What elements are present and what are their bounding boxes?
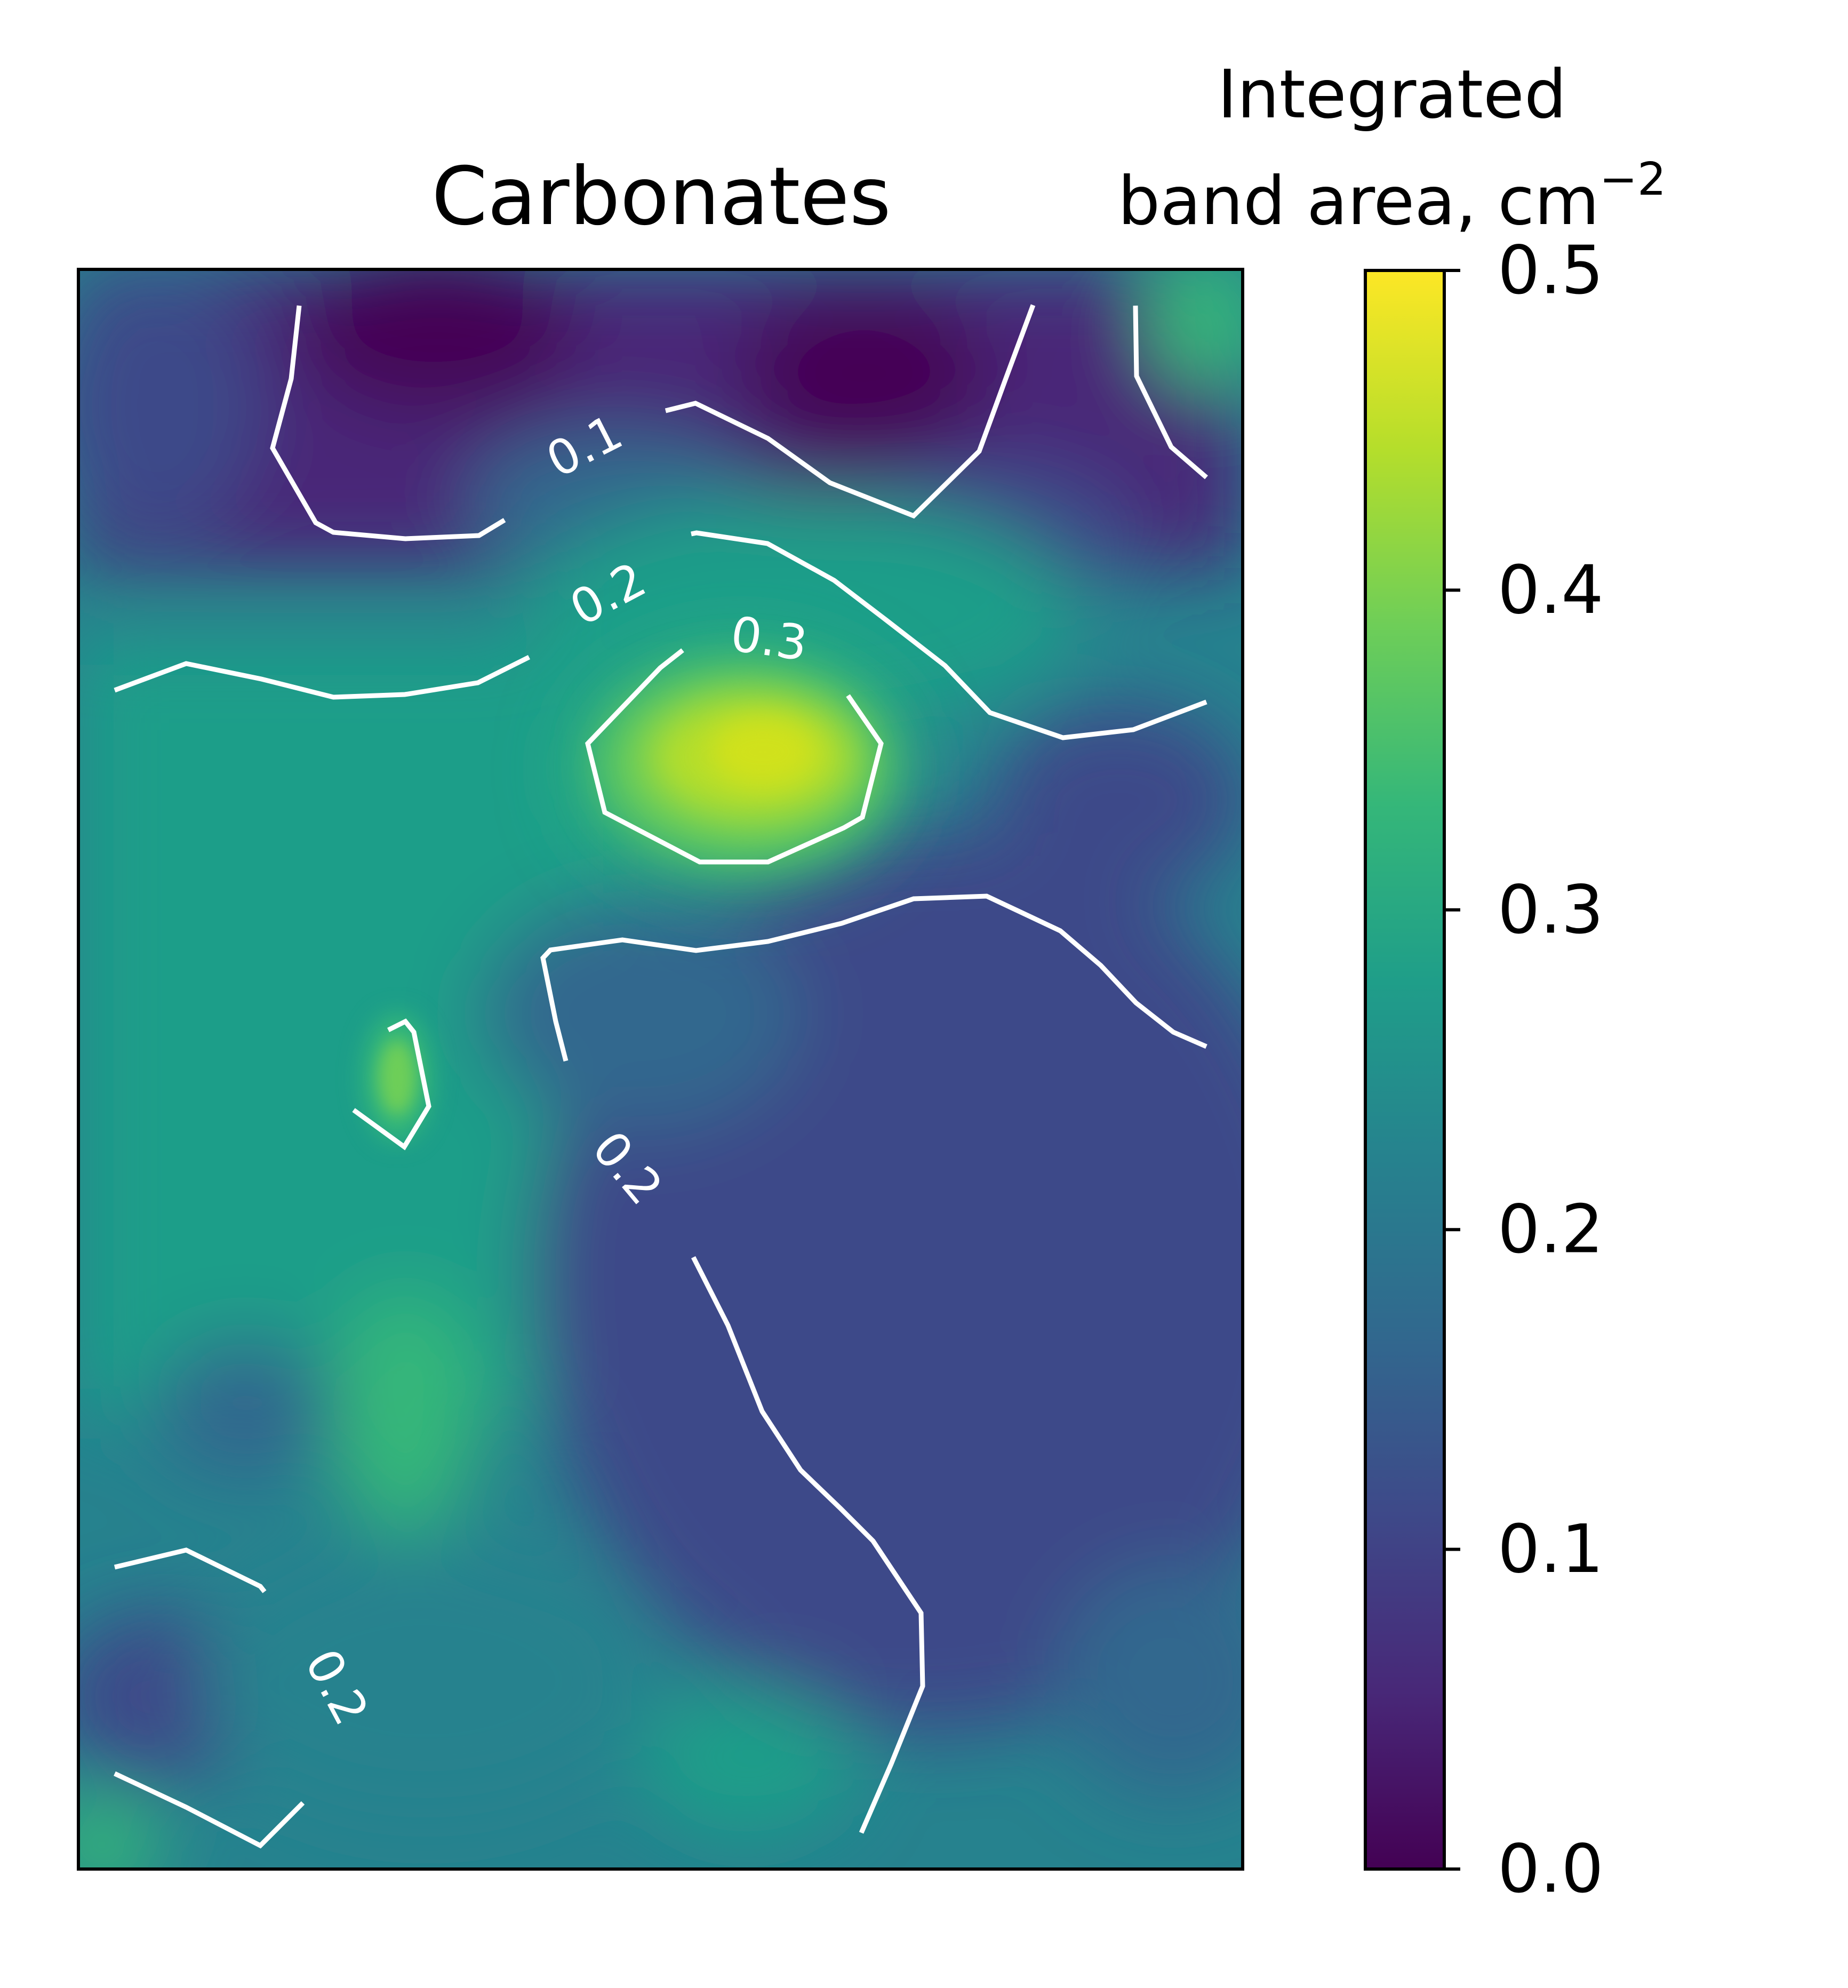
plot-frame xyxy=(77,268,1244,1871)
contour-line-0.2-bottom-left-lower xyxy=(114,1771,305,1849)
contour-line-0.2-middle xyxy=(540,893,1207,1062)
heatmap xyxy=(78,269,1243,1869)
colorbar-label-superscript: −2 xyxy=(1599,153,1666,206)
contour-line-0.1-top-left xyxy=(270,305,506,541)
colorbar-tick-label: 0.3 xyxy=(1498,871,1604,948)
colorbar-tick-label: 0.5 xyxy=(1498,232,1604,309)
colorbar xyxy=(1364,269,1446,1871)
colorbar-label-line1: Integrated xyxy=(1218,56,1567,133)
contour-line-0.3-blob xyxy=(585,648,884,865)
contour-line-0.1-top-right xyxy=(1133,305,1208,480)
colorbar-tick-label: 0.2 xyxy=(1498,1191,1604,1268)
colorbar-tick-label: 0.0 xyxy=(1498,1831,1604,1908)
colorbar-ticks: 0.0 0.1 0.2 0.3 0.4 0.5 xyxy=(1444,232,1604,1908)
contour-line-0.2-bottom-left-upper xyxy=(114,1547,267,1593)
colorbar-tick-label: 0.4 xyxy=(1498,552,1604,629)
contour-line-0.2-upper-left xyxy=(114,654,531,700)
contour-label-0.3: 0.3 xyxy=(727,606,811,672)
contour-line-0.3-small-blob xyxy=(352,1018,431,1151)
chart-title: Carbonates xyxy=(431,150,891,243)
contour-line-0.2-lower xyxy=(691,1256,925,1834)
colorbar-tick-label: 0.1 xyxy=(1498,1511,1604,1588)
contour-lines xyxy=(114,304,1208,1849)
contour-line-0.2-upper-right xyxy=(691,530,1207,740)
colorbar-label-line2: band area, cm−2 xyxy=(1118,153,1666,240)
contour-line-0.1-top-middle xyxy=(665,304,1036,519)
